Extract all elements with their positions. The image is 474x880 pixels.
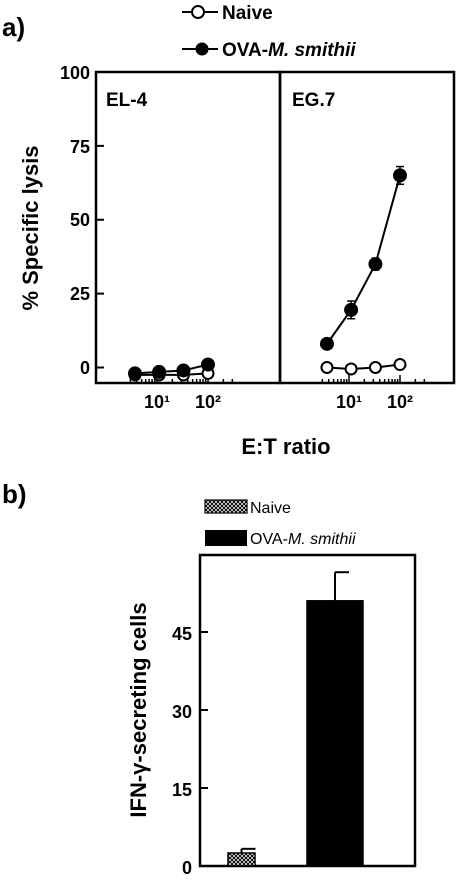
legend-ova-prefix: OVA- <box>222 40 268 61</box>
ytick-a-50: 50 <box>70 210 90 230</box>
panel-a-yticks: 100 75 50 25 0 <box>60 63 90 378</box>
legend-b-ova-italic: M. smithii <box>288 531 356 548</box>
legend-a: Naive OVA-M. smithii <box>182 3 356 61</box>
subplot-el4-title: EL-4 <box>106 90 148 111</box>
data-point-ova <box>201 357 215 372</box>
data-point-ova <box>393 168 407 183</box>
panel-b-ylabel: IFN-γ-secreting cells <box>126 602 151 817</box>
legend-b-ova-prefix: OVA- <box>250 531 288 548</box>
bar-naive <box>227 852 256 867</box>
series-line-eg7-naive <box>326 363 401 370</box>
data-point-ova <box>319 336 334 351</box>
data-point-ova <box>368 257 383 272</box>
panel-a-xlabel: E:T ratio <box>241 434 330 459</box>
legend-b: Naive OVA-M. smithii <box>204 499 356 548</box>
subplot-el4-frame <box>94 70 282 385</box>
panel-a-xticks: 10¹ 10² 10¹ 10² <box>144 392 413 412</box>
legend-b-naive-swatch <box>204 499 248 514</box>
series-line-eg7-ova <box>326 175 401 345</box>
xtick-eg7-10-2: 10² <box>387 392 413 412</box>
legend-ova-label: OVA-M. smithii <box>222 40 356 61</box>
ytick-b-30: 30 <box>172 702 192 722</box>
series-line-el4-ova <box>134 363 209 375</box>
ytick-a-75: 75 <box>70 137 90 157</box>
subplot-eg7-title: EG.7 <box>292 90 335 111</box>
legend-ova-italic: M. smithii <box>268 40 356 61</box>
data-point-ova <box>344 302 359 317</box>
ytick-b-15: 15 <box>172 780 192 800</box>
panel-b-yticks: 45 30 15 0 <box>172 624 192 878</box>
panel-a-ytick-marks <box>96 71 104 369</box>
panel-b-data <box>227 571 364 867</box>
panel-a-label: a) <box>2 12 25 42</box>
xtick-el4-10-1: 10¹ <box>144 392 170 412</box>
xtick-eg7-10-1: 10¹ <box>336 392 362 412</box>
bar-ova <box>306 600 364 867</box>
ytick-b-0: 0 <box>182 858 192 878</box>
panel-b-label: b) <box>2 479 27 509</box>
legend-b-ova-label: OVA-M. smithii <box>250 531 356 548</box>
ytick-a-25: 25 <box>70 284 90 304</box>
series-line-el4-naive <box>134 372 209 376</box>
panel-a-data <box>127 165 407 382</box>
data-point-naive <box>393 358 407 372</box>
data-point-naive <box>368 361 382 374</box>
panel-a-xtick-marks <box>129 375 426 383</box>
legend-ova-marker <box>195 42 209 56</box>
legend-naive-marker <box>191 5 205 19</box>
data-point-naive <box>344 362 358 376</box>
data-point-ova <box>127 366 142 381</box>
legend-b-naive-label: Naive <box>250 500 291 517</box>
ytick-a-100: 100 <box>60 63 90 83</box>
panel-a-ylabel: % Specific lysis <box>18 145 43 310</box>
xtick-el4-10-2: 10² <box>195 392 221 412</box>
ytick-b-45: 45 <box>172 624 192 644</box>
data-point-ova <box>152 364 167 379</box>
legend-naive-label: Naive <box>222 3 273 24</box>
legend-b-ova-swatch <box>205 530 247 546</box>
data-point-naive <box>320 361 334 374</box>
ytick-a-0: 0 <box>80 358 90 378</box>
data-point-ova <box>176 363 191 378</box>
subplot-eg7-frame <box>278 70 456 385</box>
panel-b-ytick-marks <box>200 631 208 867</box>
